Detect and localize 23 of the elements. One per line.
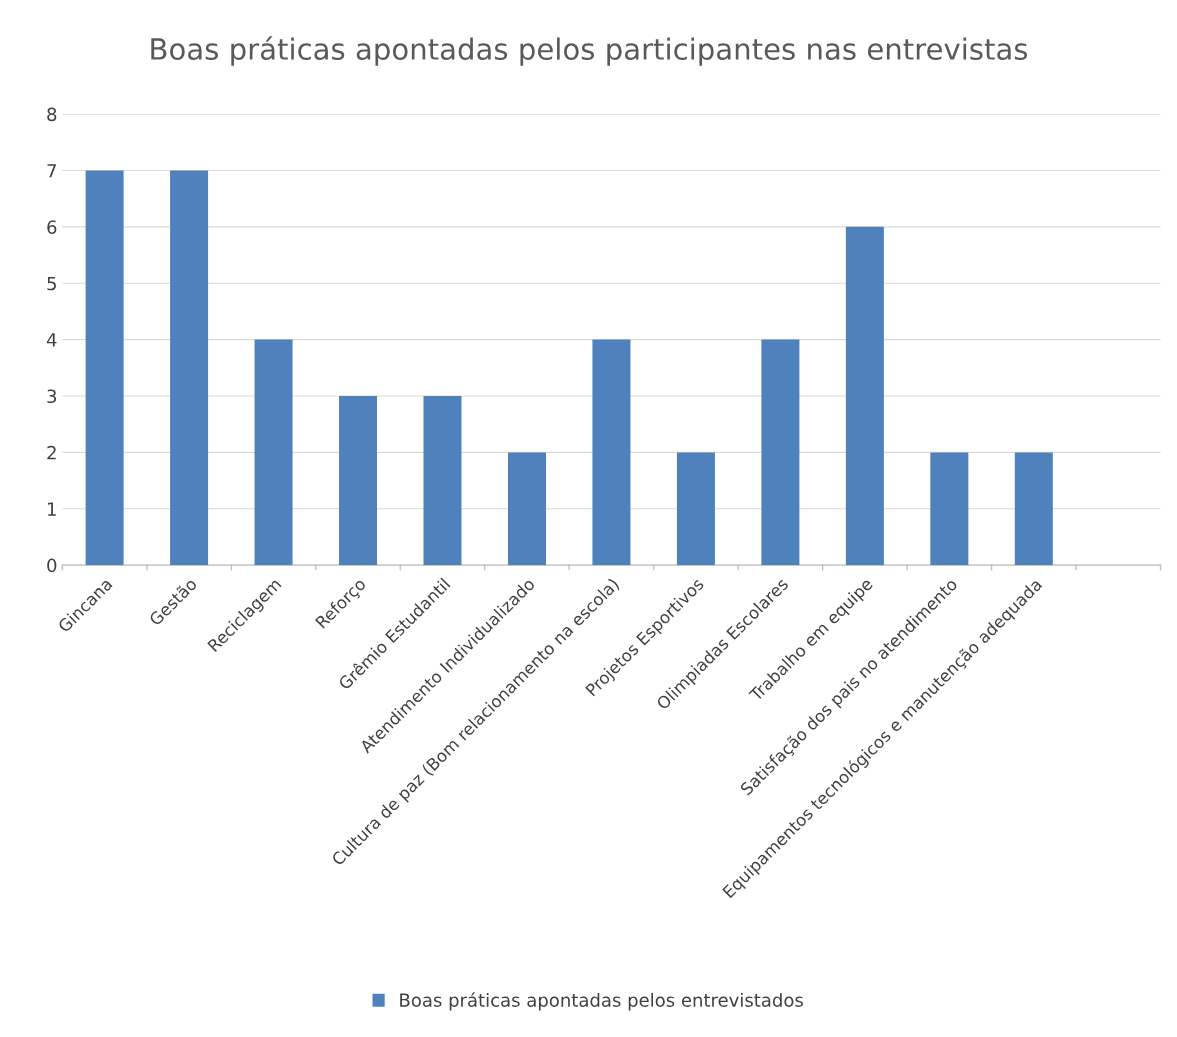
bar bbox=[1014, 452, 1053, 566]
y-tick-label: 5 bbox=[47, 276, 56, 291]
legend-label: Boas práticas apontadas pelos entrevistados bbox=[400, 992, 803, 1011]
bar bbox=[845, 226, 884, 566]
bar bbox=[761, 339, 800, 566]
y-tick-label: 7 bbox=[47, 164, 56, 178]
bar bbox=[592, 339, 631, 566]
y-tick-label: 3 bbox=[47, 389, 57, 404]
bar bbox=[930, 452, 969, 566]
bar bbox=[170, 170, 209, 566]
bar bbox=[423, 396, 462, 566]
bar bbox=[339, 396, 378, 566]
y-tick-label: 8 bbox=[47, 107, 57, 122]
bar bbox=[676, 452, 715, 566]
bar bbox=[85, 170, 124, 566]
y-tick-label: 6 bbox=[47, 220, 57, 234]
bar bbox=[507, 452, 546, 566]
bar bbox=[254, 339, 293, 566]
chart-title: Boas práticas apontadas pelos participantes nas entrevistas bbox=[151, 36, 1028, 66]
y-tick-label: 2 bbox=[47, 445, 56, 460]
y-tick-label: 4 bbox=[46, 333, 57, 347]
y-tick-label: 0 bbox=[47, 558, 57, 573]
y-tick-label: 1 bbox=[48, 502, 56, 516]
